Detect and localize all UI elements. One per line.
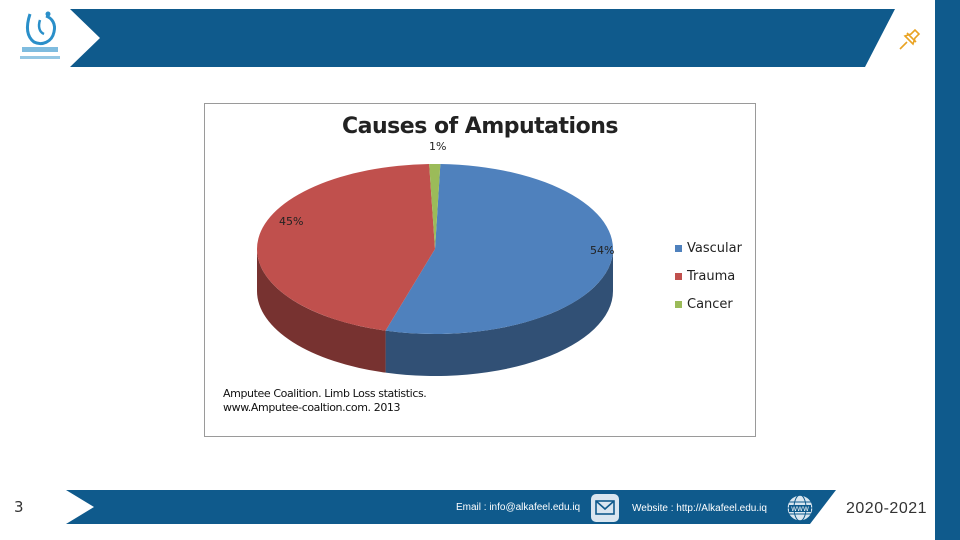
pie-label-cancer: 1% [429,140,446,153]
header-band [70,9,895,67]
footer-band [66,490,836,524]
legend-swatch [675,300,682,308]
university-logo [20,11,60,59]
pie-label-trauma: 45% [279,215,303,228]
pie-slice-vascular [385,164,613,334]
legend-label: Trauma [687,268,736,284]
legend-label: Cancer [687,296,733,312]
pie-slice-cancer [429,164,441,249]
pie-label-vascular: 54% [590,244,614,257]
footer-email[interactable]: Email : info@alkafeel.edu.iq [456,502,581,513]
legend-item-trauma: Trauma [675,262,742,290]
header-chevron-left [70,9,100,67]
chart-title: Causes of Amputations [342,114,618,139]
legend-item-cancer: Cancer [675,290,742,318]
source-line-1: Amputee Coalition. Limb Loss statistics. [223,387,427,400]
legend-label: Vascular [687,240,742,256]
pie-side-vascular [385,249,613,376]
legend-swatch [675,244,682,252]
mail-icon [591,494,619,522]
right-accent-bar [935,0,960,540]
chart-legend: Vascular Trauma Cancer [675,234,742,318]
academic-years: 2020-2021 [846,500,928,517]
source-line-2: www.Amputee-coaltion.com. 2013 [223,401,401,414]
www-icon: WWW [786,494,814,522]
footer-chevron-left [66,490,94,524]
pie-chart: 54% 45% 1% [257,140,614,376]
chart-frame: Causes of Amputations 54% 45% 1% Vascular T… [204,103,756,437]
pin-icon [899,28,921,50]
pie-slice-trauma [257,164,435,331]
slide-number: 3 [14,498,24,516]
legend-swatch [675,272,682,280]
legend-item-vascular: Vascular [675,234,742,262]
pie-side-trauma [257,249,386,373]
chart-source: Amputee Coalition. Limb Loss statistics.… [223,387,427,415]
footer-website[interactable]: Website : http://Alkafeel.edu.iq [632,503,767,514]
svg-text:WWW: WWW [791,506,809,513]
